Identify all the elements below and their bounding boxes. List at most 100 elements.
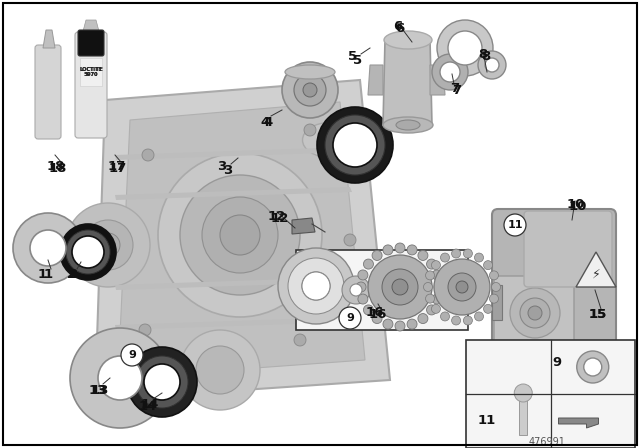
- Text: 18: 18: [47, 160, 65, 173]
- Text: 7: 7: [452, 83, 461, 96]
- Polygon shape: [292, 218, 315, 234]
- Circle shape: [452, 316, 461, 325]
- FancyBboxPatch shape: [75, 32, 107, 138]
- Polygon shape: [383, 40, 432, 125]
- Polygon shape: [576, 252, 616, 287]
- Circle shape: [452, 249, 461, 258]
- Circle shape: [83, 220, 133, 270]
- Text: 10: 10: [567, 198, 585, 211]
- Circle shape: [220, 215, 260, 255]
- Circle shape: [342, 276, 370, 304]
- Circle shape: [504, 214, 526, 236]
- Circle shape: [407, 245, 417, 255]
- Polygon shape: [118, 102, 365, 378]
- Circle shape: [364, 259, 374, 269]
- Circle shape: [456, 281, 468, 293]
- Circle shape: [72, 236, 104, 268]
- Circle shape: [339, 307, 361, 329]
- Circle shape: [426, 305, 436, 315]
- Circle shape: [426, 294, 435, 303]
- Circle shape: [288, 258, 344, 314]
- Text: 4: 4: [264, 116, 273, 129]
- Circle shape: [492, 283, 500, 292]
- Text: 14: 14: [139, 400, 157, 413]
- Circle shape: [202, 197, 278, 273]
- Text: 13: 13: [91, 383, 109, 396]
- Circle shape: [303, 83, 317, 97]
- Text: 6: 6: [394, 21, 403, 34]
- Circle shape: [382, 269, 418, 305]
- Text: LOCTITE
5970: LOCTITE 5970: [79, 67, 103, 78]
- Circle shape: [70, 328, 170, 428]
- Text: 2: 2: [69, 268, 79, 281]
- Polygon shape: [115, 147, 352, 160]
- Circle shape: [432, 270, 442, 280]
- Text: 11: 11: [508, 220, 523, 230]
- Circle shape: [60, 224, 116, 280]
- Circle shape: [356, 282, 366, 292]
- Circle shape: [510, 288, 560, 338]
- Ellipse shape: [384, 31, 432, 49]
- Circle shape: [395, 243, 405, 253]
- Circle shape: [515, 384, 532, 402]
- Ellipse shape: [396, 120, 420, 130]
- Circle shape: [484, 304, 493, 313]
- Circle shape: [180, 330, 260, 410]
- Circle shape: [520, 298, 550, 328]
- Bar: [466, 340, 635, 448]
- Circle shape: [448, 273, 476, 301]
- Circle shape: [302, 272, 330, 300]
- Text: 12: 12: [271, 211, 289, 224]
- Circle shape: [136, 356, 188, 408]
- Text: 18: 18: [49, 161, 67, 175]
- Circle shape: [440, 312, 449, 321]
- Circle shape: [294, 74, 326, 106]
- Circle shape: [372, 250, 382, 260]
- Circle shape: [121, 344, 143, 366]
- Text: 10: 10: [569, 201, 587, 214]
- Circle shape: [490, 294, 499, 303]
- Text: ⚡: ⚡: [591, 267, 600, 280]
- Circle shape: [407, 319, 417, 329]
- Circle shape: [325, 115, 385, 175]
- Polygon shape: [115, 317, 352, 330]
- Circle shape: [358, 294, 368, 304]
- Circle shape: [474, 312, 483, 321]
- Circle shape: [383, 319, 393, 329]
- Text: 8: 8: [481, 51, 491, 64]
- Text: LOCTITE
5970: LOCTITE 5970: [80, 67, 102, 78]
- Circle shape: [66, 203, 150, 287]
- Circle shape: [144, 364, 180, 400]
- Circle shape: [127, 347, 197, 417]
- Circle shape: [528, 306, 542, 320]
- Bar: [80, 58, 102, 86]
- Circle shape: [282, 62, 338, 118]
- Text: 16: 16: [369, 309, 387, 322]
- Circle shape: [431, 261, 440, 270]
- FancyBboxPatch shape: [524, 211, 612, 287]
- FancyBboxPatch shape: [35, 45, 61, 139]
- Circle shape: [440, 62, 460, 82]
- Circle shape: [432, 294, 442, 304]
- Text: 7: 7: [451, 82, 460, 95]
- Circle shape: [294, 334, 306, 346]
- FancyBboxPatch shape: [494, 276, 574, 349]
- Text: 15: 15: [589, 309, 607, 322]
- Circle shape: [577, 351, 609, 383]
- Circle shape: [302, 272, 330, 300]
- Circle shape: [158, 153, 322, 317]
- Circle shape: [426, 271, 435, 280]
- Circle shape: [395, 321, 405, 331]
- Circle shape: [30, 230, 66, 266]
- Circle shape: [358, 270, 368, 280]
- Text: 1: 1: [37, 268, 47, 281]
- Circle shape: [484, 261, 493, 270]
- Circle shape: [437, 20, 493, 76]
- Circle shape: [180, 175, 300, 295]
- Circle shape: [426, 259, 436, 269]
- Text: 5: 5: [353, 53, 363, 66]
- Text: 4: 4: [260, 116, 269, 129]
- Bar: [492, 285, 502, 320]
- Text: 17: 17: [108, 160, 126, 173]
- Circle shape: [463, 249, 472, 258]
